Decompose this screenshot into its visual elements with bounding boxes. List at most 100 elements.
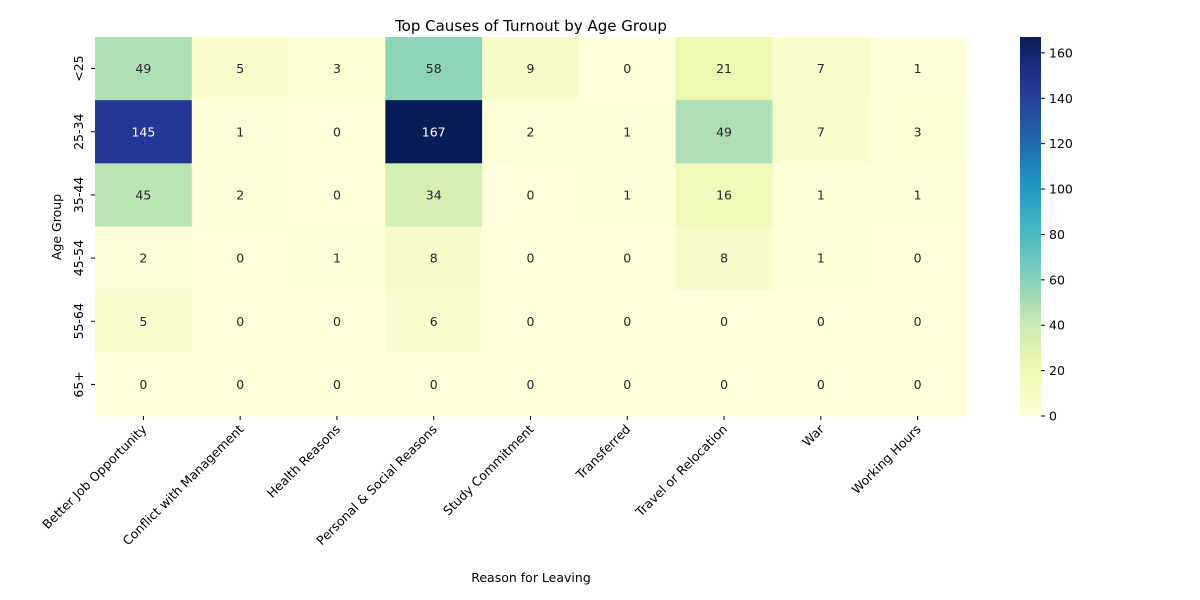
cell-value-label: 2 [527,124,535,139]
cell-value-label: 0 [333,124,341,139]
cell-value-label: 0 [817,314,825,329]
heatmap-cell [191,226,290,291]
cell-value-label: 6 [430,314,438,329]
heatmap-cell [482,163,580,227]
cell-value-label: 0 [914,377,922,392]
heatmap-cell [288,100,386,164]
x-tick-label: Transferred [572,422,633,483]
cell-value-label: 0 [333,314,341,329]
cell-value-label: 3 [914,124,922,139]
cell-value-label: 2 [139,251,147,266]
y-tick-label: 55-64 [71,303,86,339]
cell-value-label: 0 [623,377,631,392]
cell-value-label: 0 [527,187,535,202]
cell-value-label: 0 [333,377,341,392]
cell-value-label: 9 [527,61,535,76]
heatmap-cell [482,352,580,417]
cell-value-label: 16 [716,187,732,202]
cell-value-label: 7 [817,124,825,139]
heatmap-cell [288,226,386,291]
heatmap-cell [869,352,967,417]
heatmap-cell [675,352,773,417]
cell-value-label: 7 [817,61,825,76]
heatmap-cell [772,289,870,354]
heatmap-cell [191,100,290,164]
x-tick-label: Health Reasons [264,422,343,501]
cell-value-label: 5 [139,314,147,329]
cell-value-label: 21 [716,61,732,76]
cell-value-label: 0 [527,314,535,329]
heatmap-cell [288,352,386,417]
heatmap-cell [772,37,870,101]
cell-value-label: 0 [527,377,535,392]
cell-value-label: 145 [131,124,155,139]
cell-value-label: 49 [716,124,732,139]
heatmap-cell [288,289,386,354]
x-tick-label: Travel or Relocation [632,422,731,521]
x-tick-label: Working Hours [848,422,923,497]
cell-value-label: 3 [333,61,341,76]
cell-value-label: 0 [623,314,631,329]
cell-value-label: 0 [430,377,438,392]
heatmap-cells [95,37,967,417]
heatmap-cell [482,37,580,101]
cell-value-label: 0 [817,377,825,392]
colorbar: 0 20 40 60 80 100 120 140 160 [1020,37,1073,424]
x-tick-label: War [799,421,827,449]
heatmap-cell [578,100,677,164]
y-axis-label: Age Group [49,194,64,260]
cell-value-label: 0 [236,251,244,266]
heatmap-cell [869,100,967,164]
y-axis-ticks: <25 25-34 35-44 45-54 55-64 65+ [71,55,95,398]
heatmap-cell [385,100,483,164]
heatmap-cell [482,289,580,354]
heatmap-cell [578,226,677,291]
cell-value-label: 0 [333,187,341,202]
heatmap-cell [288,163,386,227]
colorbar-gradient [1020,37,1041,416]
heatmap-cell [578,352,677,417]
x-tick-label: Study Commitment [440,421,537,518]
cell-value-label: 0 [527,251,535,266]
y-tick-label: <25 [71,55,86,81]
cell-value-label: 0 [236,314,244,329]
heatmap-cell [95,226,193,291]
cell-value-label: 58 [426,61,442,76]
colorbar-tick-label: 0 [1049,409,1057,424]
heatmap-cell [95,100,193,164]
cell-value-label: 8 [430,251,438,266]
cell-value-label: 0 [720,314,728,329]
cell-value-label: 1 [817,251,825,266]
heatmap-cell [675,163,773,227]
heatmap-cell [675,289,773,354]
chart-title: Top Causes of Turnout by Age Group [394,17,667,35]
cell-value-label: 167 [422,124,446,139]
cell-value-label: 5 [236,61,244,76]
heatmap-cell [385,226,483,291]
heatmap-cell [869,289,967,354]
cell-value-label: 0 [720,377,728,392]
heatmap-cell [385,352,483,417]
heatmap-cell [675,100,773,164]
heatmap-cell [869,37,967,101]
colorbar-tick-label: 140 [1049,91,1073,106]
heatmap-cell [191,163,290,227]
cell-value-label: 0 [914,314,922,329]
heatmap-cell [95,352,193,417]
heatmap-cell [95,37,193,101]
x-tick-label: Better Job Opportunity [39,421,150,532]
heatmap-cell [869,163,967,227]
colorbar-tick-label: 120 [1049,136,1073,151]
cell-value-label: 0 [623,251,631,266]
heatmap-cell [772,163,870,227]
heatmap-cell [772,226,870,291]
heatmap-cell [95,289,193,354]
colorbar-tick-label: 160 [1049,45,1073,60]
cell-value-label: 0 [139,377,147,392]
heatmap-cell [869,226,967,291]
heatmap-cell [578,37,677,101]
heatmap-cell [675,226,773,291]
